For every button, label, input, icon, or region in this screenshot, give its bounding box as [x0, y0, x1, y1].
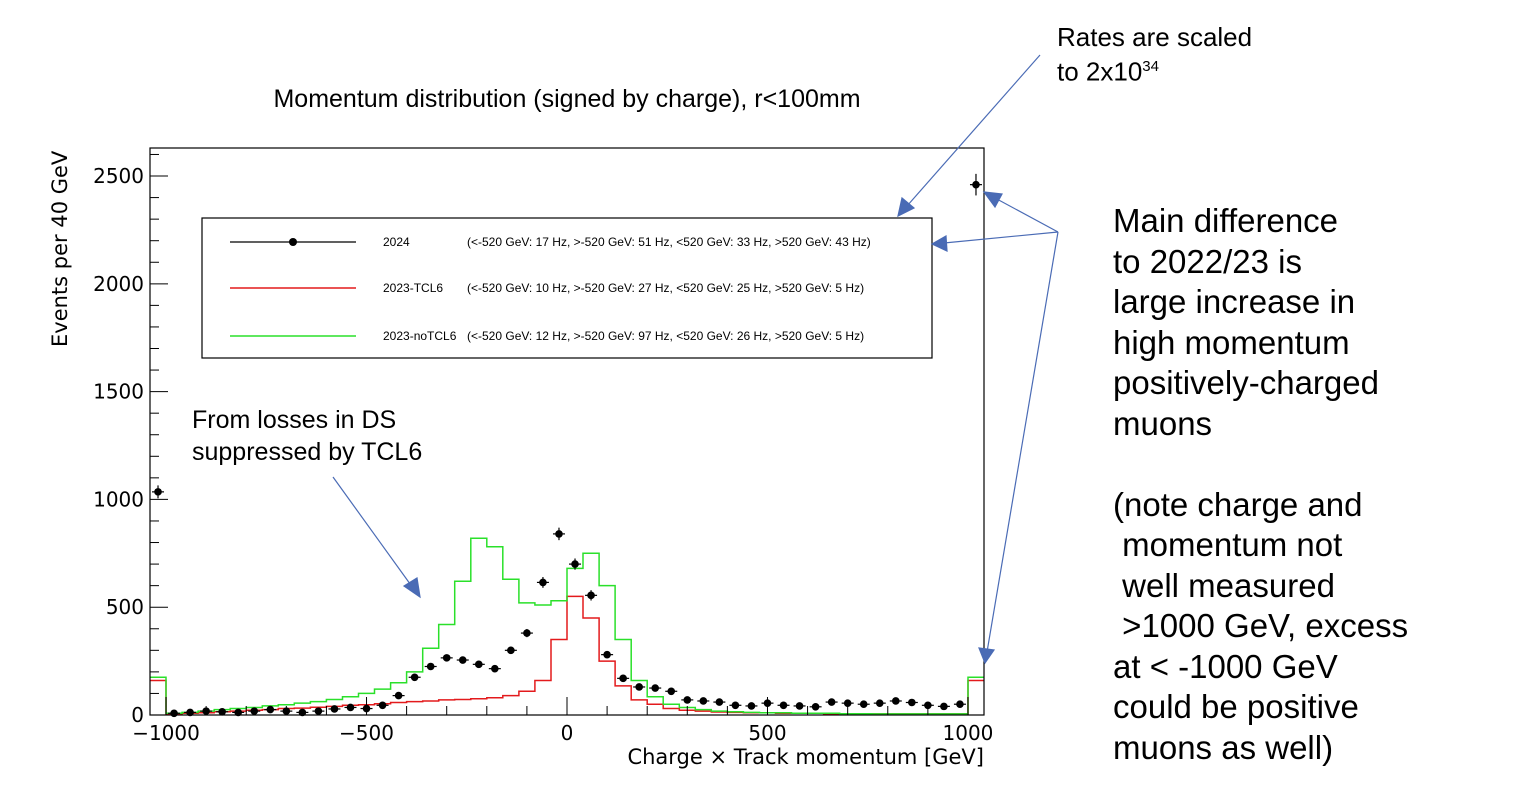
data-point — [314, 707, 323, 715]
arrow-rates — [906, 54, 1041, 207]
legend-notcl6-label: 2023-noTCL6 — [383, 329, 457, 343]
data-point — [940, 702, 948, 711]
data-point — [651, 684, 660, 692]
data-point — [731, 701, 740, 710]
arrow-diff-c-head — [978, 647, 996, 665]
data-point — [603, 650, 611, 659]
data-point — [410, 673, 419, 682]
x-tick-label: 500 — [748, 721, 786, 745]
data-point — [827, 698, 836, 706]
rates-note-base: to 2x10 — [1057, 56, 1143, 87]
side-note: Main difference to 2022/23 is large incr… — [1113, 202, 1409, 766]
y-tick-label: 0 — [131, 703, 144, 727]
y-tick-label: 2000 — [93, 272, 144, 296]
legend-2024-rates: (<-520 GeV: 17 Hz, >-520 GeV: 51 Hz, <52… — [467, 235, 871, 249]
arrow-diff-a — [994, 197, 1059, 233]
series-2-step — [150, 537, 984, 715]
data-point — [699, 697, 708, 705]
data-point — [234, 708, 243, 717]
data-point — [891, 697, 900, 705]
data-point — [298, 708, 307, 717]
data-point — [956, 700, 964, 709]
data-point — [154, 488, 162, 496]
chart-title: Momentum distribution (signed by charge)… — [273, 85, 860, 113]
tick-labels: −1000 −500 0 500 1000 0 500 1000 1500 2000 2500 — [93, 164, 993, 745]
data-point — [619, 674, 627, 683]
data-point — [330, 705, 339, 713]
legend-tcl6-label: 2023-TCL6 — [383, 281, 443, 295]
x-tick-label: −1000 — [132, 721, 200, 745]
legend-2024-label: 2024 — [383, 235, 410, 249]
data-point — [908, 698, 916, 707]
legend-2024-marker — [289, 238, 297, 246]
rates-note-exponent: 34 — [1142, 58, 1159, 75]
data-point — [635, 683, 643, 691]
x-axis-label: Charge × Track momentum [GeV] — [627, 745, 984, 769]
data-point — [539, 578, 547, 587]
data-point — [875, 699, 884, 707]
data-point — [491, 664, 499, 673]
y-tick-label: 500 — [106, 595, 144, 619]
data-point — [924, 701, 932, 710]
legend-tcl6-rates: (<-520 GeV: 10 Hz, >-520 GeV: 27 Hz, <52… — [467, 281, 864, 295]
data-point — [218, 707, 226, 716]
data-point — [507, 646, 515, 655]
losses-annotation-line1: From losses in DS — [192, 406, 396, 434]
x-tick-label: 0 — [561, 721, 574, 745]
data-point — [346, 703, 355, 712]
data-point — [811, 703, 820, 711]
data-point — [715, 698, 724, 706]
data-point — [170, 709, 178, 718]
losses-annotation-line2: suppressed by TCL6 — [192, 438, 422, 466]
arrow-diff-b-head — [930, 235, 948, 252]
data-point — [972, 180, 980, 189]
data-point — [523, 629, 531, 637]
data-point — [555, 530, 563, 538]
x-tick-label: −500 — [339, 721, 394, 745]
y-tick-label: 1500 — [93, 380, 144, 404]
data-point — [571, 560, 579, 568]
arrow-diff-c — [986, 231, 1059, 653]
rates-note-line1: Rates are scaled — [1057, 22, 1253, 52]
data-point — [587, 591, 595, 600]
data-point — [779, 701, 788, 710]
rates-note-line2: to 2x1034 — [1057, 52, 1252, 87]
histograms — [150, 537, 984, 715]
y-tick-label: 1000 — [93, 487, 144, 511]
x-tick-label: 1000 — [943, 721, 994, 745]
data-point — [667, 687, 676, 696]
data-point — [795, 702, 804, 710]
rates-note: Rates are scaled to 2x1034 — [1057, 22, 1252, 87]
data-point — [747, 702, 756, 710]
arrow-losses — [332, 476, 414, 589]
data-point — [250, 707, 259, 715]
data-point — [474, 660, 483, 669]
data-point — [458, 656, 467, 664]
data-point — [378, 701, 387, 710]
annotation-arrows — [332, 54, 1059, 665]
arrow-rates-head — [897, 196, 916, 218]
data-point — [859, 700, 868, 709]
data-point — [266, 705, 275, 714]
series-1-step — [150, 595, 984, 715]
data-point — [394, 691, 403, 700]
data-point — [186, 708, 194, 717]
axis-ticks — [150, 153, 969, 716]
arrow-diff-b — [943, 231, 1059, 244]
data-point — [442, 654, 451, 662]
y-axis-label: Events per 40 GeV — [48, 150, 72, 347]
y-tick-label: 2500 — [93, 164, 144, 188]
data-point — [683, 696, 692, 704]
legend-notcl6-rates: (<-520 GeV: 12 Hz, >-520 GeV: 97 Hz, <52… — [467, 329, 864, 343]
data-points — [152, 173, 982, 718]
arrow-losses-head — [402, 577, 421, 599]
data-point — [426, 662, 435, 671]
data-point — [843, 699, 852, 707]
arrow-diff-a-head — [982, 191, 1003, 209]
legend: 2024 (<-520 GeV: 17 Hz, >-520 GeV: 51 Hz… — [201, 217, 933, 359]
